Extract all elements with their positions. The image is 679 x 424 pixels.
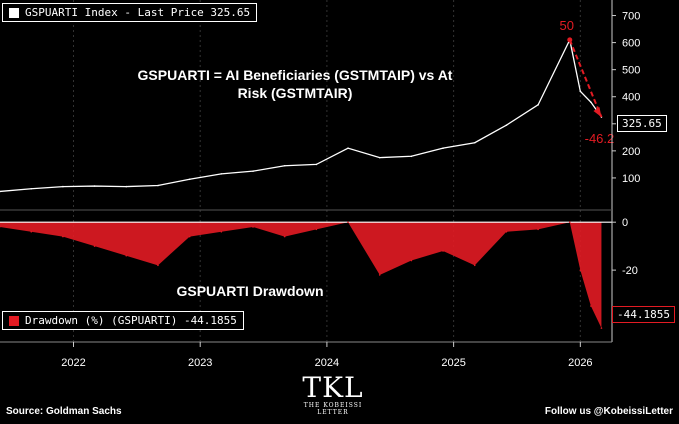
drawdown-point [410,259,413,262]
top-ytick-label: 200 [622,146,640,158]
drawdown-point [315,228,318,231]
drawdown-point [442,250,444,252]
drawdown-point [30,230,33,233]
price-point [62,185,64,188]
top-legend-swatch [9,7,19,18]
top-legend: GSPUARTI Index - Last Price 325.65 [2,3,258,22]
drawdown-point [125,254,128,257]
bottom-ytick-label: -20 [622,265,638,277]
bottom-legend-label: Drawdown (%) (GSPUARTI) -44.1855 [25,314,237,327]
drawdown-point [505,230,508,233]
drawdown-point [473,264,476,267]
logo-subtitle: THE KOBEISSI LETTER [303,402,363,416]
bottom-chart-title: GSPUARTI Drawdown [176,283,324,299]
top-ytick-label: 600 [622,38,640,50]
price-point [579,90,582,93]
logo-mark: TKL [302,371,364,404]
kobeissi-logo: TKL THE KOBEISSI LETTER [288,371,378,417]
drawdown-point [568,221,571,223]
bottom-legend: Drawdown (%) (GSPUARTI) -44.1855 [2,311,244,330]
top-ytick-label: 100 [622,173,640,185]
drawdown-point [378,274,381,276]
xtick-label: 2024 [315,357,339,369]
top-ytick-label: 400 [622,92,640,104]
drawdown-point [579,269,582,271]
price-point [473,141,476,144]
source-note: Source: Goldman Sachs [6,406,122,417]
price-point [188,178,191,181]
price-point [347,147,349,149]
price-point [93,185,96,187]
price-point [315,163,318,166]
xtick-label: 2026 [568,357,592,369]
last-price-box: 325.65 [617,115,667,132]
drawdown-point [252,226,254,228]
bottom-legend-swatch [9,315,19,326]
top-chart-title: GSPUARTI = AI Beneficiaries (GSTMTAIP) v… [137,67,453,101]
last-drawdown-box: -44.1855 [612,306,675,323]
drawdown-point [283,235,286,238]
follow-note: Follow us @KobeissiLetter [544,406,673,417]
drawdown-point [537,228,539,231]
price-point [442,147,444,149]
decline-arrowhead [593,107,602,118]
price-point [220,173,223,175]
price-point [30,187,33,190]
price-point [283,164,286,167]
peak-marker [567,37,573,43]
price-point [378,156,381,159]
xtick-label: 2025 [441,357,465,369]
drawdown-point [62,235,64,238]
price-point [125,185,128,188]
price-point [410,155,413,158]
decline-arrow [568,39,603,118]
drawdown-point [188,235,191,238]
price-point [505,124,508,126]
peak-annotation: 50 [560,18,574,33]
price-point [157,184,159,187]
price-point [252,170,254,172]
drawdown-area [0,222,602,329]
top-ytick-label: 700 [622,11,640,23]
price-point [537,104,539,106]
decline-annotation: -46.2 [585,131,615,146]
top-legend-label: GSPUARTI Index - Last Price 325.65 [25,6,251,19]
bottom-ytick-label: 0 [622,217,628,229]
drawdown-point [157,264,159,267]
drawdown-point [347,221,349,223]
top-ytick-label: 500 [622,65,640,77]
drawdown-point [220,230,223,233]
price-point [590,101,592,103]
drawdown-point [93,245,96,247]
drawdown-point [600,327,603,329]
price-line [0,37,602,193]
drawdown-point [590,305,592,307]
xtick-label: 2022 [61,357,85,369]
xtick-label: 2023 [188,357,212,369]
